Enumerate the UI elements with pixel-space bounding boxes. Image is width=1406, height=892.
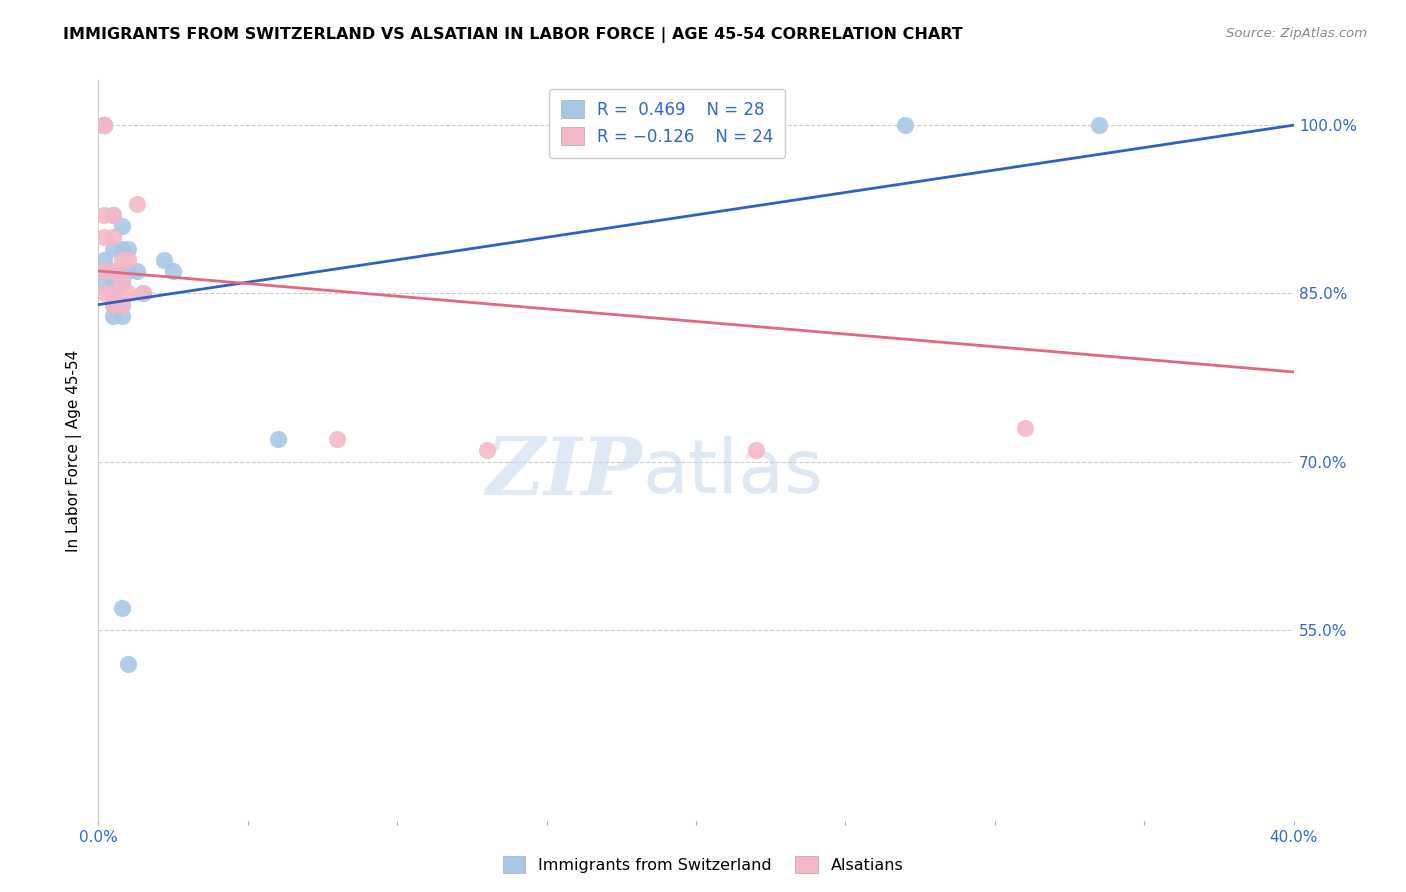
Point	[103, 230, 125, 244]
Point	[326, 432, 349, 446]
Point	[475, 443, 498, 458]
Point	[111, 252, 134, 267]
Point	[93, 252, 115, 267]
Point	[132, 286, 155, 301]
Point	[1088, 118, 1111, 132]
Point	[93, 275, 115, 289]
Point	[93, 118, 115, 132]
Point	[103, 309, 125, 323]
Legend: R =  0.469    N = 28, R = −0.126    N = 24: R = 0.469 N = 28, R = −0.126 N = 24	[548, 88, 786, 158]
Point	[117, 657, 139, 671]
Point	[267, 432, 290, 446]
Point	[93, 118, 115, 132]
Text: ZIP: ZIP	[485, 434, 643, 511]
Point	[127, 264, 149, 278]
Text: atlas: atlas	[643, 436, 823, 509]
Point	[153, 252, 176, 267]
Point	[111, 298, 134, 312]
Text: IMMIGRANTS FROM SWITZERLAND VS ALSATIAN IN LABOR FORCE | AGE 45-54 CORRELATION C: IMMIGRANTS FROM SWITZERLAND VS ALSATIAN …	[63, 27, 963, 43]
Point	[103, 208, 125, 222]
Point	[93, 118, 115, 132]
Point	[93, 118, 115, 132]
Point	[127, 196, 149, 211]
Point	[111, 309, 134, 323]
Point	[111, 275, 134, 289]
Point	[93, 118, 115, 132]
Point	[117, 264, 139, 278]
Point	[745, 443, 768, 458]
Point	[93, 118, 115, 132]
Point	[103, 298, 125, 312]
Point	[93, 286, 115, 301]
Point	[111, 242, 134, 256]
Point	[103, 208, 125, 222]
Point	[103, 286, 125, 301]
Point	[117, 242, 139, 256]
Point	[111, 219, 134, 233]
Point	[111, 600, 134, 615]
Point	[103, 242, 125, 256]
Point	[103, 264, 125, 278]
Point	[93, 118, 115, 132]
Text: Source: ZipAtlas.com: Source: ZipAtlas.com	[1226, 27, 1367, 40]
Point	[93, 208, 115, 222]
Point	[93, 118, 115, 132]
Point	[103, 286, 125, 301]
Y-axis label: In Labor Force | Age 45-54: In Labor Force | Age 45-54	[66, 350, 83, 551]
Legend: Immigrants from Switzerland, Alsatians: Immigrants from Switzerland, Alsatians	[496, 849, 910, 880]
Point	[93, 118, 115, 132]
Point	[111, 275, 134, 289]
Point	[117, 286, 139, 301]
Point	[111, 298, 134, 312]
Point	[1014, 421, 1036, 435]
Point	[93, 230, 115, 244]
Point	[894, 118, 917, 132]
Point	[117, 252, 139, 267]
Point	[132, 286, 155, 301]
Point	[103, 298, 125, 312]
Point	[93, 264, 115, 278]
Point	[610, 118, 633, 132]
Point	[162, 264, 184, 278]
Point	[93, 118, 115, 132]
Point	[103, 275, 125, 289]
Point	[103, 264, 125, 278]
Point	[93, 118, 115, 132]
